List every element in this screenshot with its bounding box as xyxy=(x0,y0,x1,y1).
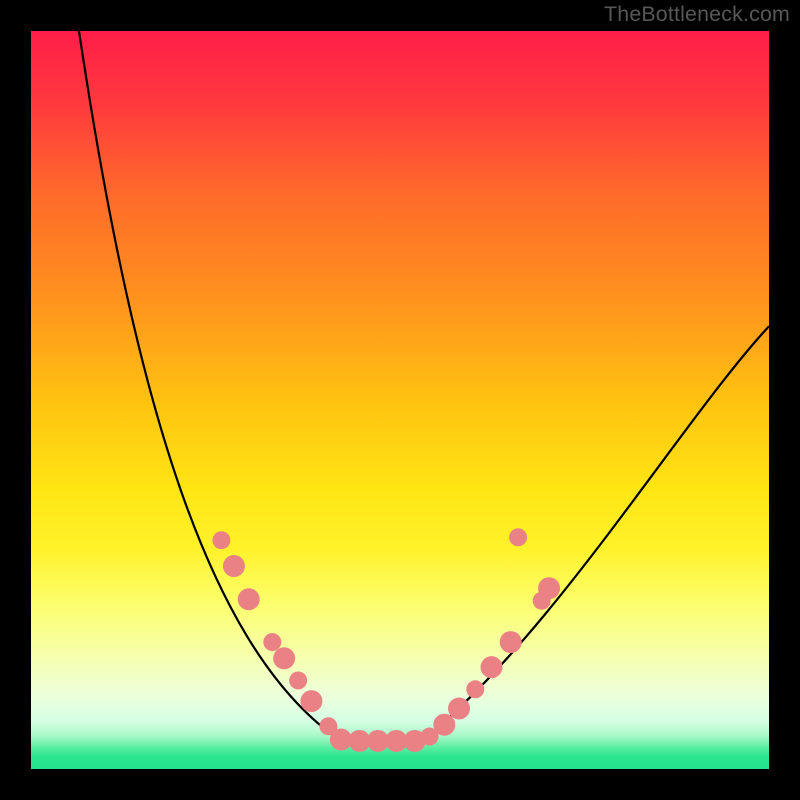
marker-point xyxy=(509,528,527,546)
marker-point xyxy=(223,555,245,577)
marker-point xyxy=(212,531,230,549)
marker-point xyxy=(500,631,522,653)
chart-stage: TheBottleneck.com xyxy=(0,0,800,800)
marker-point xyxy=(263,633,281,651)
marker-point xyxy=(289,671,307,689)
marker-point xyxy=(433,714,455,736)
marker-point xyxy=(300,690,322,712)
marker-point xyxy=(238,588,260,610)
marker-point xyxy=(466,680,484,698)
marker-point xyxy=(481,656,503,678)
marker-point xyxy=(273,647,295,669)
chart-svg xyxy=(0,0,800,800)
marker-point xyxy=(538,577,560,599)
marker-point xyxy=(448,697,470,719)
attribution-text: TheBottleneck.com xyxy=(604,2,790,27)
plot-background xyxy=(31,31,769,769)
